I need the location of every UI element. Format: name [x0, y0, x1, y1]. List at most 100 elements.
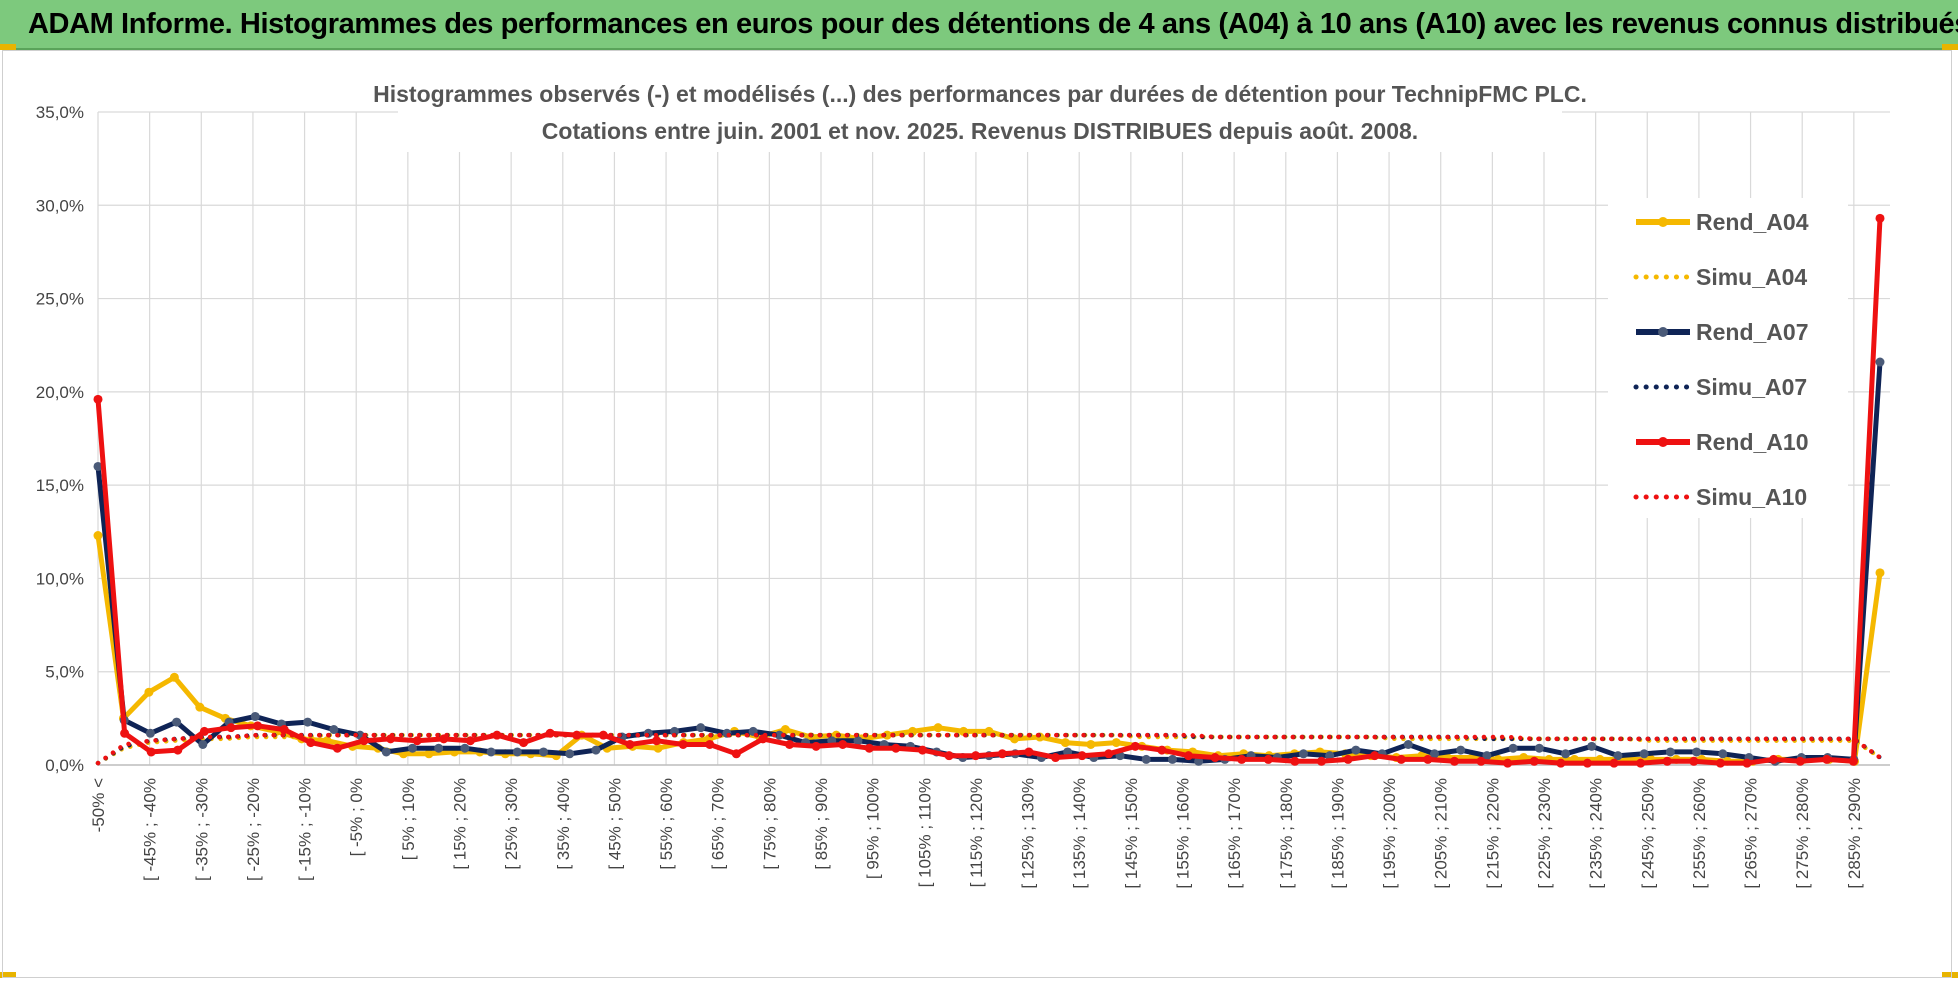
legend-label: Simu_A07 [1696, 374, 1807, 400]
data-point [1130, 741, 1140, 751]
legend-item: Rend_A07 [1636, 319, 1808, 345]
data-point [195, 702, 205, 712]
x-tick-label: [ -45% ; -40% [141, 778, 160, 881]
data-point [652, 736, 662, 746]
data-point [492, 730, 502, 740]
x-tick-label: [ -35% ; -30% [192, 778, 211, 881]
corner-marker [1942, 44, 1958, 50]
legend-background [1608, 198, 1848, 518]
data-point [93, 531, 103, 541]
data-point [1141, 754, 1151, 764]
y-tick-label: 30,0% [36, 196, 84, 215]
x-tick-label: [ 255% ; 260% [1690, 778, 1709, 889]
corner-marker [0, 44, 16, 50]
data-point [146, 747, 156, 757]
x-tick-label: [ 225% ; 230% [1535, 778, 1554, 889]
chart-title-line1: Histogrammes observés (-) et modélisés (… [373, 81, 1587, 107]
data-point [1077, 751, 1087, 761]
data-point [120, 728, 130, 738]
x-tick-label: [ 25% ; 30% [502, 778, 521, 870]
data-point [780, 725, 790, 735]
x-tick-label: [ -5% ; 0% [347, 778, 366, 856]
legend-label: Rend_A10 [1696, 429, 1808, 455]
data-point [1503, 758, 1513, 768]
y-tick-label: 10,0% [36, 569, 84, 588]
data-point [1370, 751, 1380, 761]
data-point [306, 738, 316, 748]
y-tick-label: 35,0% [36, 103, 84, 122]
data-point [512, 747, 522, 757]
x-tick-label: [ 195% ; 200% [1380, 778, 1399, 889]
data-point [1529, 756, 1539, 766]
series-simu-a04 [95, 732, 1883, 766]
x-tick-label: [ 55% ; 60% [657, 778, 676, 870]
data-point [381, 747, 391, 757]
data-point [1875, 357, 1885, 367]
x-tick-label: [ 125% ; 130% [1019, 778, 1038, 889]
legend-item: Simu_A04 [1633, 264, 1807, 290]
x-tick-label: [ 165% ; 170% [1225, 778, 1244, 889]
data-point [1613, 751, 1623, 761]
data-point [1482, 751, 1492, 761]
data-point [1582, 758, 1592, 768]
series-simu-a10 [95, 732, 1883, 766]
data-point [434, 743, 444, 753]
data-point [1423, 754, 1433, 764]
data-point [944, 751, 954, 761]
series-line [95, 732, 1883, 766]
data-point [670, 726, 680, 736]
data-point [565, 749, 575, 759]
x-tick-label: [ 115% ; 120% [967, 778, 986, 887]
data-point [1875, 213, 1885, 223]
data-point [253, 721, 263, 731]
data-point [198, 739, 208, 749]
x-tick-label: [ 265% ; 270% [1742, 778, 1761, 889]
x-tick-label: [ 145% ; 150% [1122, 778, 1141, 889]
data-point [838, 739, 848, 749]
data-point [705, 739, 715, 749]
data-point [1636, 758, 1646, 768]
data-point [1183, 751, 1193, 761]
data-point [1210, 753, 1220, 763]
data-point [1742, 758, 1752, 768]
chart-frame [2, 50, 1952, 978]
x-tick-label: [ 35% ; 40% [554, 778, 573, 870]
data-point [1290, 756, 1300, 766]
data-point [1050, 753, 1060, 763]
legend-item: Simu_A07 [1633, 374, 1807, 400]
data-point [424, 749, 434, 759]
x-axis-ticks: -50% < [ -45% ; -40% [ -35% ; -30% [ -25% ;… [89, 778, 1864, 889]
x-tick-label: [ 75% ; 80% [760, 778, 779, 870]
data-point [625, 739, 635, 749]
data-point [1403, 739, 1413, 749]
legend-marker [1658, 327, 1668, 337]
x-tick-label: [ 135% ; 140% [1070, 778, 1089, 889]
data-point [1316, 756, 1326, 766]
x-tick-label: [ -25% ; -20% [244, 778, 263, 881]
data-point [1587, 741, 1597, 751]
data-point [1718, 749, 1728, 759]
data-point [93, 461, 103, 471]
data-point [172, 717, 182, 727]
data-point [918, 745, 928, 755]
x-tick-label: [ 205% ; 210% [1432, 778, 1451, 889]
title-background [398, 78, 1562, 152]
x-tick-label: [ 275% ; 280% [1793, 778, 1812, 889]
data-point [1351, 745, 1361, 755]
data-point [519, 738, 529, 748]
data-point [933, 723, 943, 733]
data-point [329, 725, 339, 735]
y-tick-label: 0,0% [45, 756, 84, 775]
data-point [1430, 749, 1439, 759]
data-point [1024, 747, 1034, 757]
data-point [997, 749, 1007, 759]
data-point [653, 743, 663, 753]
data-point [1662, 756, 1672, 766]
data-point [1609, 758, 1619, 768]
legend-item: Rend_A10 [1636, 429, 1808, 455]
data-point [1111, 738, 1121, 748]
x-tick-label: [ 235% ; 240% [1587, 778, 1606, 889]
x-tick-label: [ 15% ; 20% [450, 778, 469, 870]
data-point [731, 749, 741, 759]
data-point [1104, 749, 1114, 759]
